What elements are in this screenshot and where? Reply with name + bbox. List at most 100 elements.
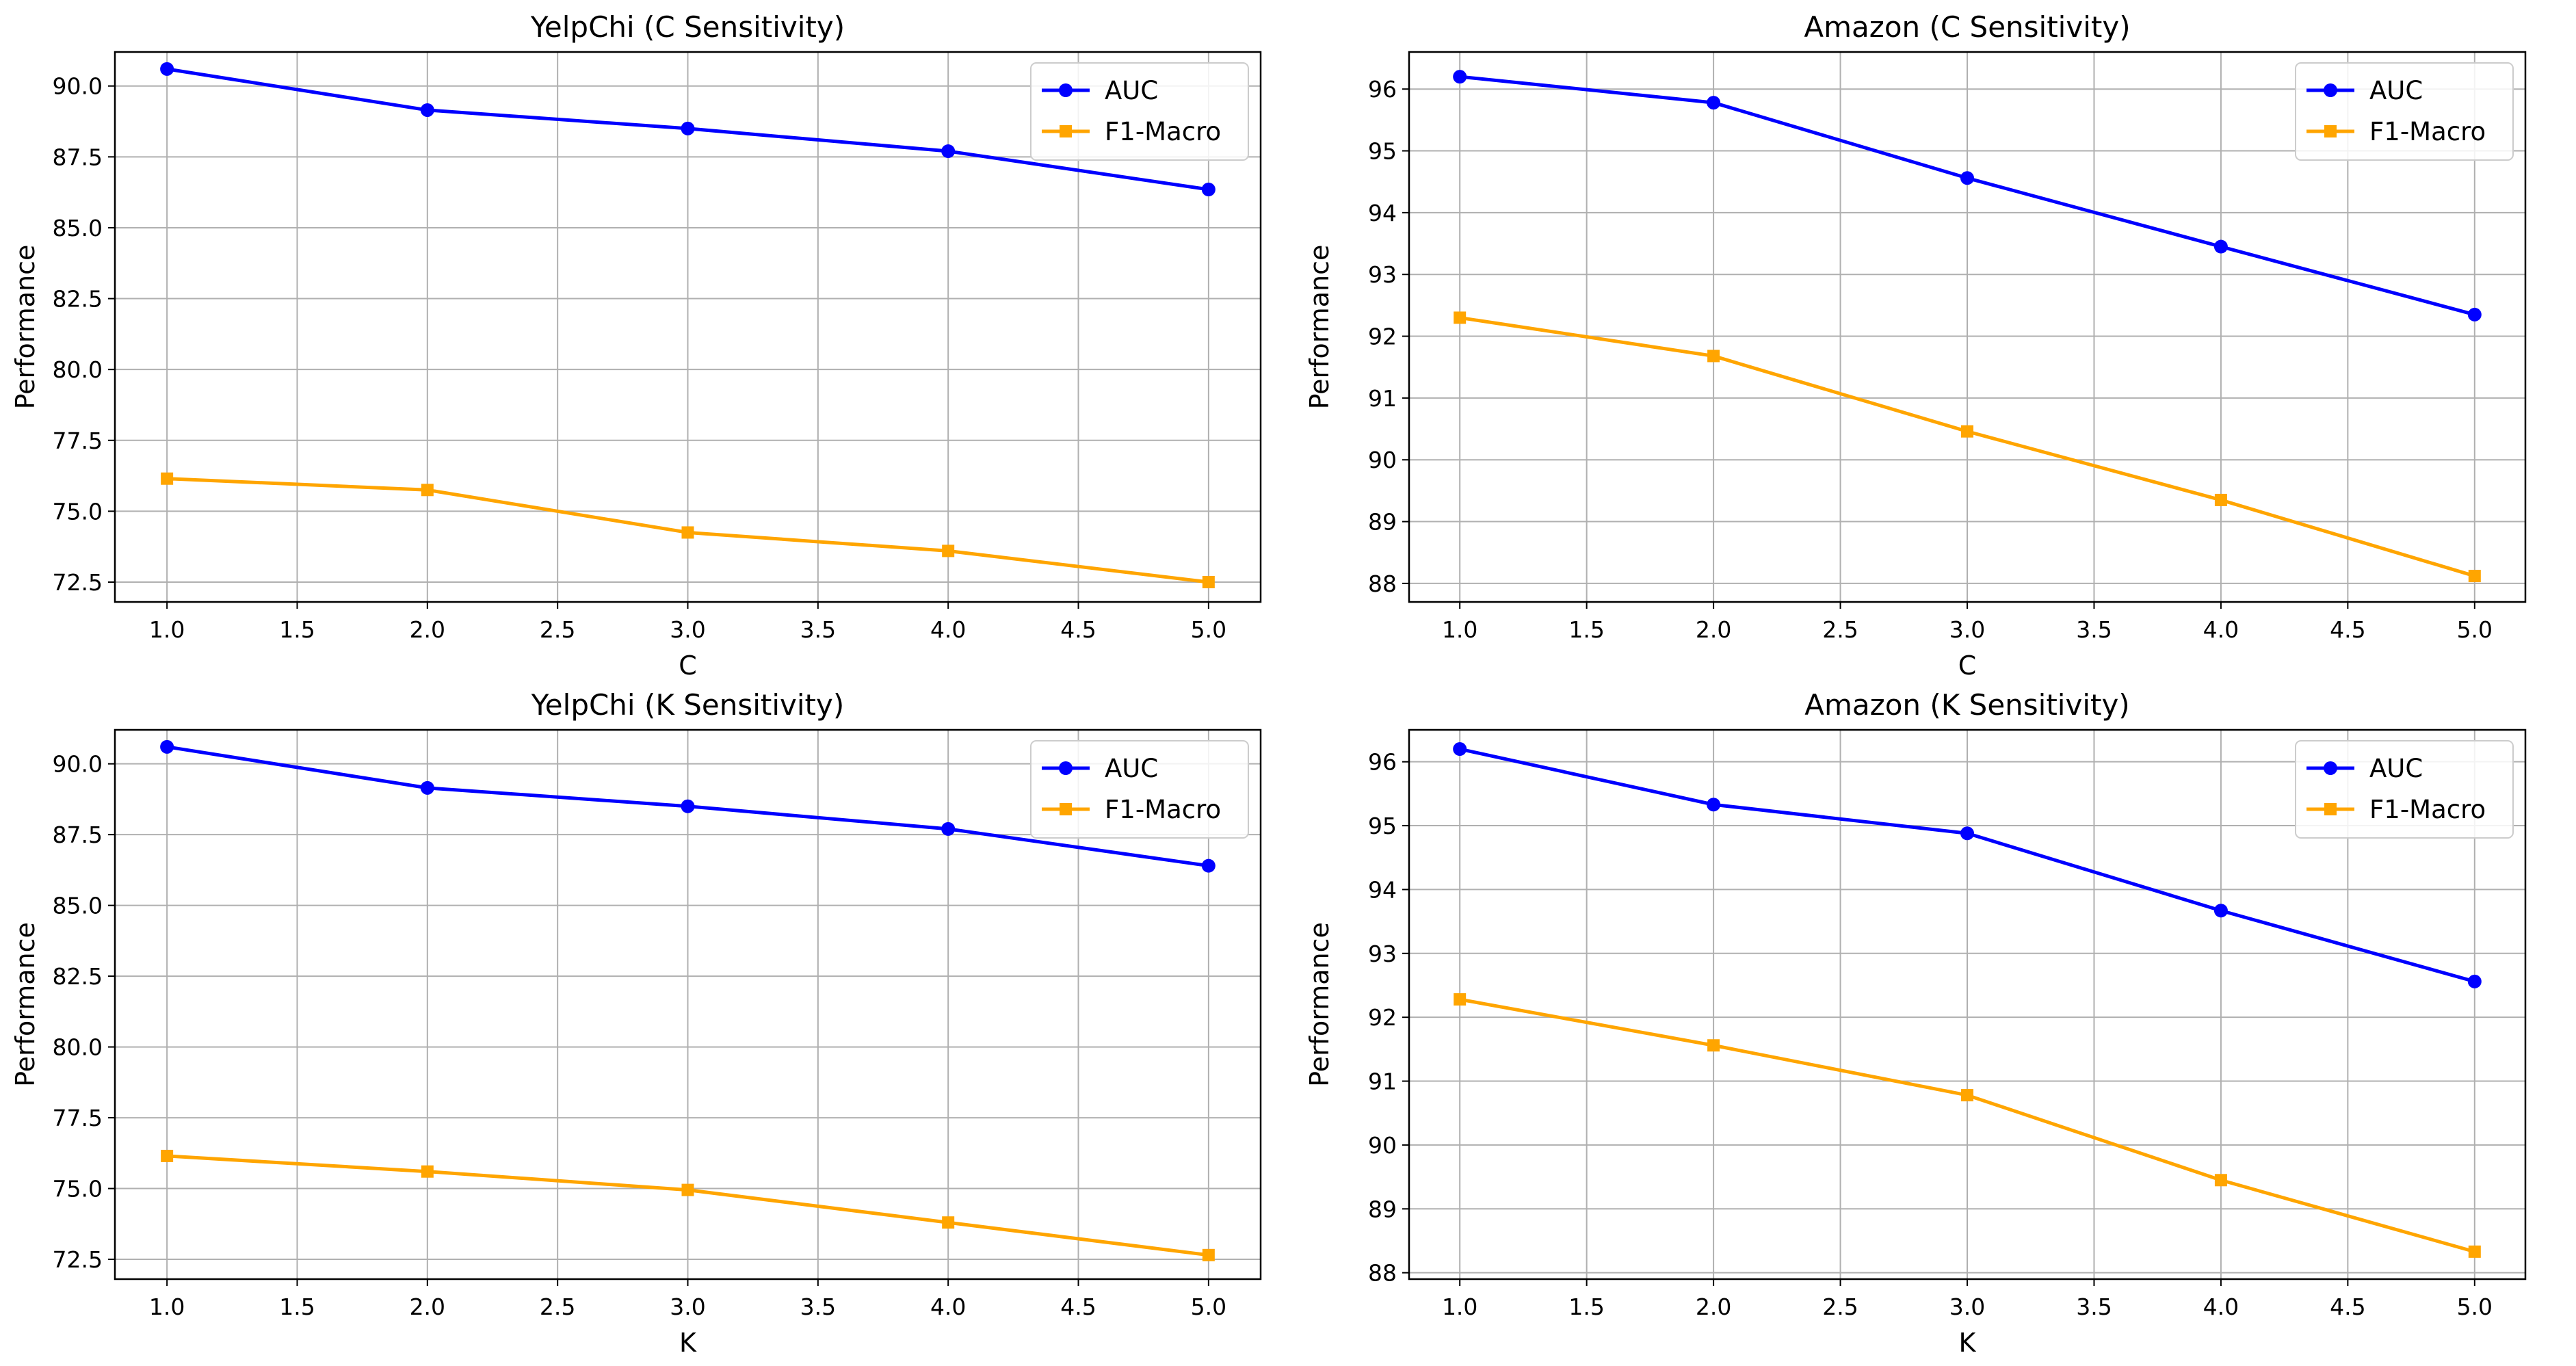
y-tick-label: 88 [1368,570,1397,597]
data-point-f1-macro [1707,350,1720,363]
legend-label: AUC [2369,754,2423,783]
data-point-auc [2213,904,2228,918]
x-tick-label: 1.0 [149,616,185,643]
x-tick-label: 4.0 [2203,616,2239,643]
data-point-auc [1960,171,1974,185]
data-point-auc [941,144,956,159]
data-point-auc [941,822,956,836]
legend-label: F1-Macro [1105,117,1221,146]
legend-marker [1060,125,1072,137]
legend-marker [1059,761,1073,775]
y-tick-label: 88 [1368,1260,1397,1287]
x-tick-label: 3.5 [800,1293,836,1320]
y-tick-label: 92 [1368,1004,1397,1031]
plot-frame [1408,728,2527,1280]
legend-marker [2324,761,2337,775]
x-tick-label: 2.0 [1696,616,1731,643]
data-point-auc [1707,798,1721,812]
legend-marker [2324,803,2337,815]
x-axis-label: K [1959,1328,1977,1358]
data-point-auc [420,103,434,117]
data-point-auc [1453,742,1467,757]
x-tick-label: 3.5 [2076,1293,2112,1320]
data-point-f1-macro [1961,1089,1973,1102]
y-tick-label: 87.5 [53,822,103,848]
data-point-auc [681,121,695,135]
data-point-f1-macro [1202,575,1215,588]
y-axis-label: Performance [10,245,40,410]
legend-label: F1-Macro [2369,795,2486,824]
x-tick-label: 3.0 [1949,1293,1985,1320]
chart-title: YelpChi (K Sensitivity) [531,688,845,722]
y-tick-label: 93 [1368,941,1397,967]
data-point-auc [160,739,174,754]
y-tick-label: 91 [1368,1068,1397,1095]
y-tick-label: 72.5 [53,569,103,596]
x-tick-label: 2.5 [1822,616,1858,643]
data-point-auc [2467,307,2482,321]
chart-title: YelpChi (C Sensitivity) [530,10,845,44]
legend-label: F1-Macro [1105,795,1221,824]
x-tick-label: 4.5 [2330,616,2365,643]
legend-box [1030,740,1249,839]
chart-title: Amazon (C Sensitivity) [1804,10,2130,44]
data-point-auc [1453,70,1467,84]
legend-marker [1059,83,1073,97]
y-tick-label: 90 [1368,1132,1397,1159]
data-point-f1-macro [681,1183,694,1196]
plot-frame [114,51,1262,603]
x-tick-label: 5.0 [2457,616,2493,643]
legend: AUC F1-Macro [2295,740,2514,839]
y-tick-label: 89 [1368,509,1397,536]
legend-box [2295,740,2514,839]
legend-label: F1-Macro [2369,117,2486,146]
x-tick-label: 1.5 [279,616,315,643]
data-point-f1-macro [1202,1248,1215,1261]
legend-marker [2324,125,2337,137]
x-tick-label: 2.5 [1822,1293,1858,1320]
x-tick-label: 4.0 [2203,1293,2239,1320]
x-tick-label: 1.0 [1442,1293,1477,1320]
y-tick-label: 94 [1368,200,1397,226]
data-point-auc [420,780,434,795]
x-tick-label: 4.0 [930,1293,966,1320]
x-tick-label: 5.0 [1191,1293,1226,1320]
data-point-f1-macro [1454,993,1467,1006]
y-tick-label: 85.0 [53,893,103,919]
data-point-f1-macro [1454,311,1467,324]
data-point-f1-macro [421,484,434,497]
y-tick-label: 72.5 [53,1246,103,1273]
y-tick-label: 75.0 [53,498,103,525]
y-tick-label: 90.0 [53,73,103,100]
y-tick-label: 77.5 [53,428,103,454]
data-point-f1-macro [2468,570,2481,583]
data-point-auc [1201,858,1215,873]
plot-frame [1408,51,2527,603]
data-point-f1-macro [1961,425,1973,438]
legend-label: AUC [1105,754,1158,783]
data-point-f1-macro [2214,493,2227,506]
x-tick-label: 4.5 [2330,1293,2365,1320]
x-tick-label: 1.5 [1568,1293,1604,1320]
data-point-auc [681,799,695,813]
data-point-f1-macro [2468,1245,2481,1258]
data-point-auc [1960,826,1974,841]
x-tick-label: 3.5 [800,616,836,643]
x-tick-label: 1.5 [1568,616,1604,643]
x-tick-label: 2.0 [410,1293,445,1320]
x-axis-label: C [679,651,697,681]
chart-panel-4: 1.0 1.5 2.0 2.5 3.0 3.5 4.0 4.5 5.0 88 89 90 91 92 93 9… [1304,688,2527,1358]
x-tick-label: 4.5 [1060,616,1096,643]
y-tick-label: 91 [1368,385,1397,412]
x-tick-label: 2.5 [540,1293,575,1320]
y-tick-label: 80.0 [53,356,103,383]
x-tick-label: 2.0 [410,616,445,643]
data-point-f1-macro [942,544,955,557]
data-point-f1-macro [2214,1174,2227,1187]
x-tick-label: 1.5 [279,1293,315,1320]
y-axis-label: Performance [10,922,40,1087]
legend-marker [1060,803,1072,815]
y-tick-label: 85.0 [53,215,103,241]
x-tick-label: 4.0 [930,616,966,643]
y-tick-label: 90.0 [53,751,103,778]
